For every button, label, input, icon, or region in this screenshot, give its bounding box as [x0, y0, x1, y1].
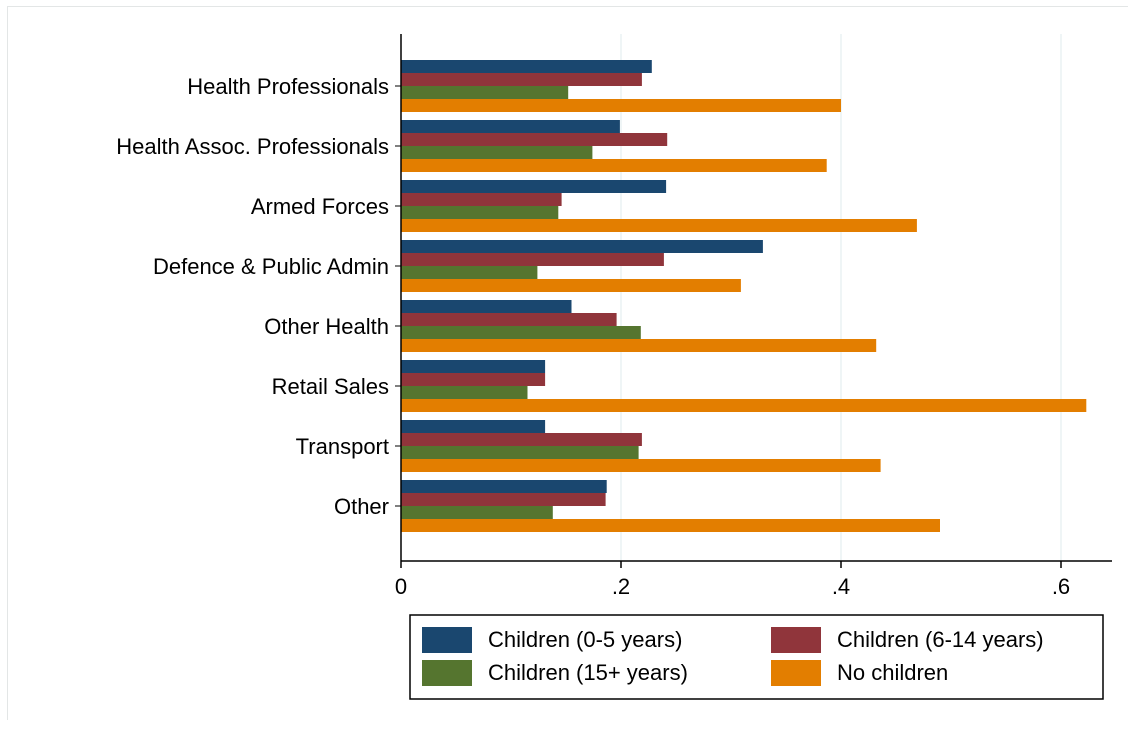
- legend-swatch-2: [422, 660, 472, 686]
- bar-6-0: [401, 420, 546, 433]
- legend-label-2: Children (15+ years): [488, 660, 688, 685]
- bar-0-2: [401, 86, 569, 99]
- x-tick-label: .6: [1052, 574, 1070, 599]
- bar-5-1: [401, 373, 546, 386]
- bar-7-1: [401, 493, 606, 506]
- bar-4-2: [401, 326, 641, 339]
- y-tick-label: Other Health: [264, 314, 389, 339]
- bar-3-1: [401, 253, 664, 266]
- bar-1-3: [401, 159, 827, 172]
- bar-0-1: [401, 73, 642, 86]
- gridlines: [620, 34, 1062, 561]
- bar-0-3: [401, 99, 841, 112]
- bar-2-3: [401, 219, 917, 232]
- legend: Children (0-5 years) Children (6-14 years…: [409, 614, 1104, 700]
- legend-box: [409, 614, 1104, 700]
- legend-swatch-0: [422, 627, 472, 653]
- x-tick-label: .4: [832, 574, 850, 599]
- bar-1-0: [401, 120, 620, 133]
- legend-swatch-3: [771, 660, 821, 686]
- legend-swatch-1: [771, 627, 821, 653]
- bar-1-2: [401, 146, 593, 159]
- y-tick-label: Armed Forces: [251, 194, 389, 219]
- bar-7-3: [401, 519, 940, 532]
- legend-label-0: Children (0-5 years): [488, 627, 682, 652]
- legend-label-3: No children: [837, 660, 948, 685]
- bar-5-2: [401, 386, 528, 399]
- bar-4-3: [401, 339, 877, 352]
- bar-6-3: [401, 459, 881, 472]
- y-tick-label: Defence & Public Admin: [153, 254, 389, 279]
- bars: [401, 60, 1087, 532]
- x-tick-label: 0: [395, 574, 407, 599]
- bar-6-2: [401, 446, 639, 459]
- y-tick-label: Retail Sales: [272, 374, 389, 399]
- y-tick-label: Health Assoc. Professionals: [116, 134, 389, 159]
- bar-4-1: [401, 313, 617, 326]
- axes: Health Professionals Health Assoc. Profes…: [116, 34, 1112, 599]
- y-tick-label: Health Professionals: [187, 74, 389, 99]
- chart-frame: [7, 6, 1128, 720]
- bar-3-0: [401, 240, 763, 253]
- bar-4-0: [401, 300, 572, 313]
- bar-3-3: [401, 279, 741, 292]
- bar-3-2: [401, 266, 538, 279]
- y-tick-label: Transport: [296, 434, 389, 459]
- bar-7-2: [401, 506, 553, 519]
- y-tick-label: Other: [334, 494, 389, 519]
- bar-0-0: [401, 60, 652, 73]
- bar-7-0: [401, 480, 607, 493]
- bar-2-0: [401, 180, 667, 193]
- bar-5-3: [401, 399, 1087, 412]
- bar-1-1: [401, 133, 668, 146]
- x-tick-label: .2: [612, 574, 630, 599]
- bar-2-2: [401, 206, 559, 219]
- bar-5-0: [401, 360, 546, 373]
- bar-2-1: [401, 193, 562, 206]
- legend-label-1: Children (6-14 years): [837, 627, 1044, 652]
- bar-6-1: [401, 433, 642, 446]
